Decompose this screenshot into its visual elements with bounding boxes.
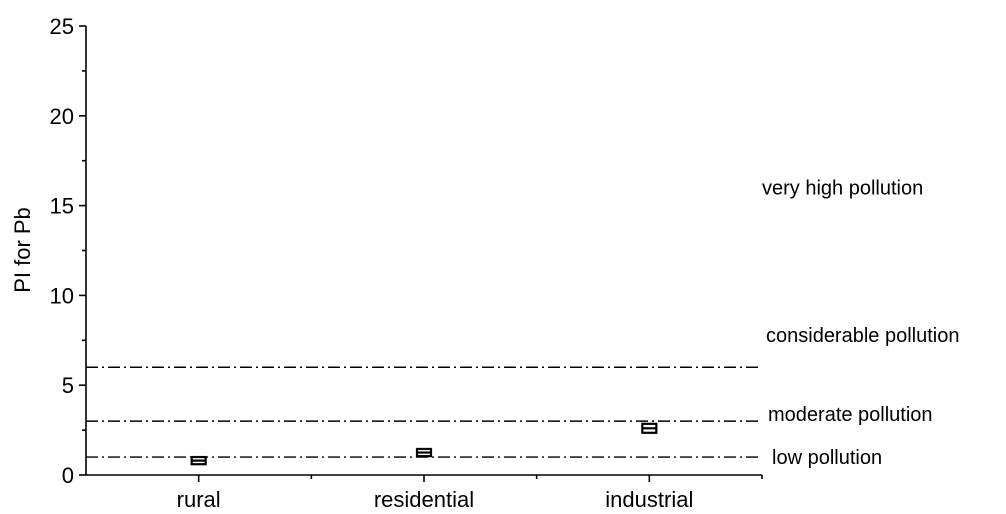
- zone-labels: low pollution moderate pollution considera…: [762, 178, 959, 469]
- x-tick-label-residential: residential: [374, 487, 474, 512]
- axes: [86, 26, 762, 475]
- box-series: [192, 424, 657, 464]
- zone-label-moderate-pollution: moderate pollution: [768, 404, 933, 426]
- zone-label-very-high-pollution: very high pollution: [762, 178, 923, 200]
- reference-lines: [86, 367, 762, 457]
- y-tick-label-15: 15: [50, 194, 74, 219]
- y-tick-label-20: 20: [50, 104, 74, 129]
- zone-label-considerable-pollution: considerable pollution: [766, 325, 959, 347]
- x-tick-label-industrial: industrial: [605, 487, 693, 512]
- zone-label-low-pollution: low pollution: [772, 447, 882, 469]
- y-tick-label-0: 0: [62, 463, 74, 488]
- y-ticks: 0 5 10 15 20 25: [50, 14, 86, 488]
- y-tick-label-10: 10: [50, 283, 74, 308]
- y-tick-label-5: 5: [62, 373, 74, 398]
- y-axis-title: PI for Pb: [10, 207, 35, 293]
- y-tick-label-25: 25: [50, 14, 74, 39]
- x-ticks: rural residential industrial: [177, 475, 762, 512]
- x-tick-label-rural: rural: [177, 487, 221, 512]
